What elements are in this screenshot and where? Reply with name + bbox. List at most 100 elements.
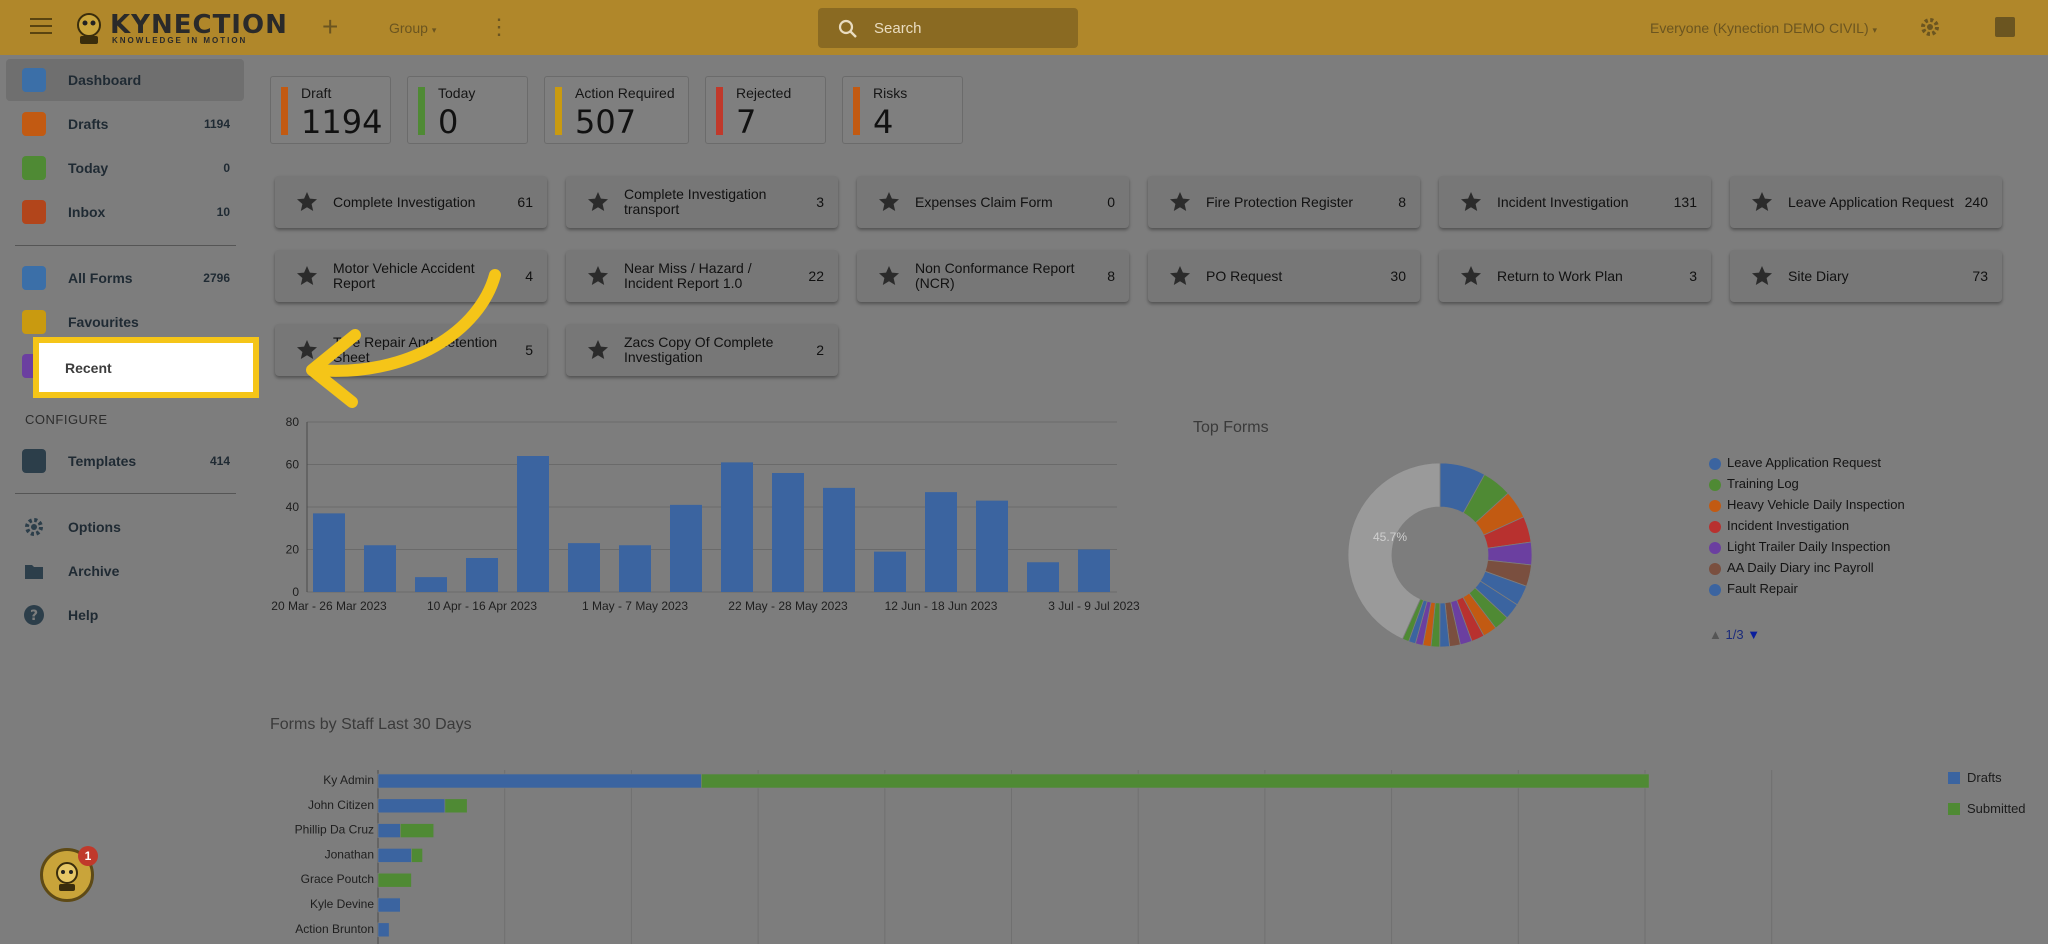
bar[interactable] <box>823 487 855 592</box>
bar[interactable] <box>400 823 435 838</box>
stat-card-action-required[interactable]: Action Required 507 <box>544 76 689 144</box>
legend-item[interactable]: AA Daily Diary inc Payroll <box>1709 560 2029 581</box>
star-icon[interactable] <box>1168 264 1192 288</box>
star-icon[interactable] <box>1168 190 1192 214</box>
sidebar-item-dashboard[interactable]: Dashboard <box>6 59 244 101</box>
bar[interactable] <box>377 872 412 888</box>
bar[interactable] <box>568 543 600 592</box>
account-icon[interactable] <box>1995 17 2015 37</box>
form-tile[interactable]: Leave Application Request 240 <box>1730 176 2002 228</box>
y-tick-label: 80 <box>286 415 300 429</box>
bar[interactable] <box>466 558 498 592</box>
y-tick-label: 60 <box>286 458 300 472</box>
bar[interactable] <box>1027 562 1059 592</box>
bar[interactable] <box>517 456 549 592</box>
form-tile[interactable]: Expenses Claim Form 0 <box>857 176 1129 228</box>
organisation-selector[interactable]: Everyone (Kynection DEMO CIVIL) ▾ <box>1650 20 1877 36</box>
bar[interactable] <box>364 545 396 592</box>
star-icon[interactable] <box>586 264 610 288</box>
stat-card-today[interactable]: Today 0 <box>407 76 528 144</box>
star-icon[interactable] <box>1459 190 1483 214</box>
sidebar-item-inbox[interactable]: Inbox 10 <box>6 191 244 233</box>
sidebar-item-archive[interactable]: Archive <box>6 550 244 592</box>
bar[interactable] <box>415 577 447 592</box>
star-icon[interactable] <box>586 338 610 362</box>
bar[interactable] <box>721 462 753 592</box>
form-tile-count: 2 <box>816 342 824 358</box>
menu-icon[interactable] <box>30 18 52 36</box>
form-tile[interactable]: Return to Work Plan 3 <box>1439 250 1711 302</box>
star-icon[interactable] <box>1459 264 1483 288</box>
bar[interactable] <box>377 848 412 863</box>
legend-item[interactable]: Leave Application Request <box>1709 455 2029 476</box>
form-tile[interactable]: Incident Investigation 131 <box>1439 176 1711 228</box>
sidebar-item-templates[interactable]: Templates 414 <box>6 440 244 482</box>
pager-up-icon[interactable]: ▲ <box>1709 627 1722 642</box>
bar[interactable] <box>976 500 1008 592</box>
form-tile[interactable]: Near Miss / Hazard / Incident Report 1.0… <box>566 250 838 302</box>
form-tile[interactable]: Motor Vehicle Accident Report 4 <box>275 250 547 302</box>
bar[interactable] <box>377 773 702 789</box>
sidebar-item-today[interactable]: Today 0 <box>6 147 244 189</box>
sidebar-item-count: 0 <box>223 161 230 175</box>
star-icon[interactable] <box>586 190 610 214</box>
bar[interactable] <box>377 823 401 838</box>
bar[interactable] <box>377 897 401 913</box>
bar[interactable] <box>670 504 702 592</box>
bar[interactable] <box>701 773 1650 789</box>
bar[interactable] <box>1078 549 1110 593</box>
pie-slice[interactable] <box>1347 462 1441 640</box>
more-vert-icon[interactable]: ⋮ <box>488 14 510 39</box>
bar[interactable] <box>874 551 906 592</box>
y-tick-label: Ky Admin <box>323 773 374 787</box>
legend-label: Incident Investigation <box>1727 518 1850 533</box>
star-icon[interactable] <box>1750 190 1774 214</box>
search-input[interactable]: Search <box>874 20 922 37</box>
form-tile[interactable]: Zacs Copy Of Complete Investigation 2 <box>566 324 838 376</box>
star-icon[interactable] <box>877 264 901 288</box>
form-tile[interactable]: Complete Investigation transport 3 <box>566 176 838 228</box>
search-icon <box>838 19 857 38</box>
bar[interactable] <box>772 473 804 592</box>
form-tile[interactable]: Non Conformance Report (NCR) 8 <box>857 250 1129 302</box>
bar[interactable] <box>377 798 446 814</box>
bar[interactable] <box>925 492 957 592</box>
add-icon[interactable]: + <box>322 11 339 42</box>
star-icon[interactable] <box>295 264 319 288</box>
sidebar-item-all-forms[interactable]: All Forms 2796 <box>6 257 244 299</box>
sidebar-item-favourites[interactable]: Favourites <box>6 301 244 343</box>
stat-card-risks[interactable]: Risks 4 <box>842 76 963 144</box>
bar[interactable] <box>411 848 423 863</box>
star-icon[interactable] <box>1750 264 1774 288</box>
legend-item[interactable]: Training Log <box>1709 476 2029 497</box>
bar[interactable] <box>444 798 468 814</box>
sidebar-item-options[interactable]: Options <box>6 506 244 548</box>
form-tile[interactable]: Fire Protection Register 8 <box>1148 176 1420 228</box>
y-tick-label: Phillip Da Cruz <box>295 823 374 837</box>
sidebar-item-recent[interactable]: Recent <box>33 337 259 398</box>
legend-item[interactable]: Heavy Vehicle Daily Inspection <box>1709 497 2029 518</box>
logo[interactable]: KYNECTION KNOWLEDGE IN MOTION <box>72 10 287 46</box>
gear-icon[interactable] <box>1918 15 1942 39</box>
legend-item[interactable]: Incident Investigation <box>1709 518 2029 539</box>
stat-card-rejected[interactable]: Rejected 7 <box>705 76 826 144</box>
star-icon[interactable] <box>295 190 319 214</box>
bar[interactable] <box>619 545 651 592</box>
star-icon[interactable] <box>877 190 901 214</box>
search-box[interactable]: Search <box>818 8 1078 48</box>
legend-swatch <box>1709 500 1721 512</box>
y-tick-label: 20 <box>286 543 300 557</box>
group-dropdown[interactable]: Group ▾ <box>389 20 436 36</box>
bar[interactable] <box>377 922 390 938</box>
bar[interactable] <box>313 513 345 592</box>
form-tile[interactable]: PO Request 30 <box>1148 250 1420 302</box>
legend-item[interactable]: Light Trailer Daily Inspection <box>1709 539 2029 560</box>
form-tile[interactable]: Site Diary 73 <box>1730 250 2002 302</box>
pager-down-icon[interactable]: ▼ <box>1747 627 1761 642</box>
sidebar-item-help[interactable]: ? Help <box>6 594 244 636</box>
sidebar-item-drafts[interactable]: Drafts 1194 <box>6 103 244 145</box>
legend-item[interactable]: Fault Repair <box>1709 581 2029 602</box>
stat-card-draft[interactable]: Draft 1194 <box>270 76 391 144</box>
star-icon[interactable] <box>295 338 319 362</box>
form-tile[interactable]: Complete Investigation 61 <box>275 176 547 228</box>
